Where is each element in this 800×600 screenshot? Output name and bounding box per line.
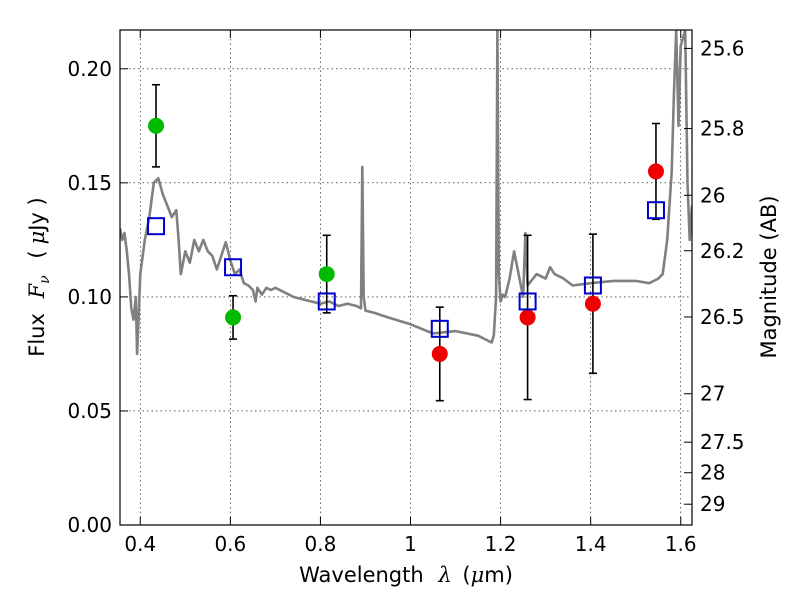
data-point-square [646, 201, 665, 220]
axis-ticks: 0.4 0.6 0.8 1 1.2 1.4 1.6 0.00 0.05 0.10 0.15 0.20 2… [67, 30, 745, 556]
data-point-square [224, 258, 243, 277]
x-tick-label: 1.6 [665, 532, 697, 556]
y-axis-unit-mu: μ [25, 231, 49, 245]
y2-tick-label: 27 [700, 382, 725, 406]
x-axis-unit-close: m) [484, 563, 513, 587]
y-axis-label-symbol: F [25, 282, 49, 299]
data-point-circle [148, 117, 165, 134]
y2-tick-label: 26.5 [700, 305, 745, 329]
data-points [147, 117, 665, 362]
data-point-circle [647, 163, 664, 180]
x-tick-label: 0.6 [214, 532, 246, 556]
y-axis-unit-open: ( [25, 250, 49, 258]
data-point-circle [431, 345, 448, 362]
data-point-square [583, 276, 602, 295]
data-point-square [317, 292, 336, 311]
data-point-circle [519, 309, 536, 326]
model-spectrum-layer [120, 30, 692, 356]
y2-tick-label: 26 [700, 183, 725, 207]
y-tick-label: 0.10 [67, 285, 112, 309]
y-axis-title: Flux Fν ( μJy ) [25, 197, 54, 356]
y2-tick-label: 25.8 [700, 117, 745, 141]
y2-tick-label: 28 [700, 461, 725, 485]
y-tick-label: 0.00 [67, 513, 112, 537]
x-axis-title: Wavelength λ (μm) [299, 563, 513, 587]
data-point-circle [225, 309, 242, 326]
model-spectrum-line [120, 30, 692, 356]
y2-axis-title: Magnitude (AB) [757, 195, 781, 358]
data-point-circle [584, 295, 601, 312]
x-tick-label: 0.4 [124, 532, 156, 556]
data-point-circle [318, 266, 335, 283]
y-tick-label: 0.05 [67, 399, 112, 423]
y-tick-label: 0.20 [67, 57, 112, 81]
x-axis-unit-mu: μ [471, 563, 485, 587]
x-tick-label: 0.8 [305, 532, 337, 556]
y2-tick-label: 29 [700, 492, 725, 516]
y2-tick-label: 25.6 [700, 36, 745, 60]
data-point-square [430, 319, 449, 338]
x-axis-label-symbol: λ [437, 563, 451, 587]
x-tick-label: 1.4 [575, 532, 607, 556]
y-axis-label-text: Flux [25, 313, 49, 357]
y-tick-label: 0.15 [67, 171, 112, 195]
y-axis-label-subscript: ν [37, 275, 53, 284]
y-axis-unit-close: Jy ) [25, 197, 49, 233]
data-point-square [147, 217, 166, 236]
x-axis-unit-open: ( [462, 563, 470, 587]
x-tick-label: 1.2 [485, 532, 517, 556]
plot-frame [119, 29, 693, 526]
y2-tick-label: 27.5 [700, 430, 745, 454]
x-tick-label: 1 [404, 532, 417, 556]
y2-tick-label: 26.2 [700, 239, 745, 263]
x-axis-label-text: Wavelength [299, 563, 424, 587]
data-point-square [518, 292, 537, 311]
